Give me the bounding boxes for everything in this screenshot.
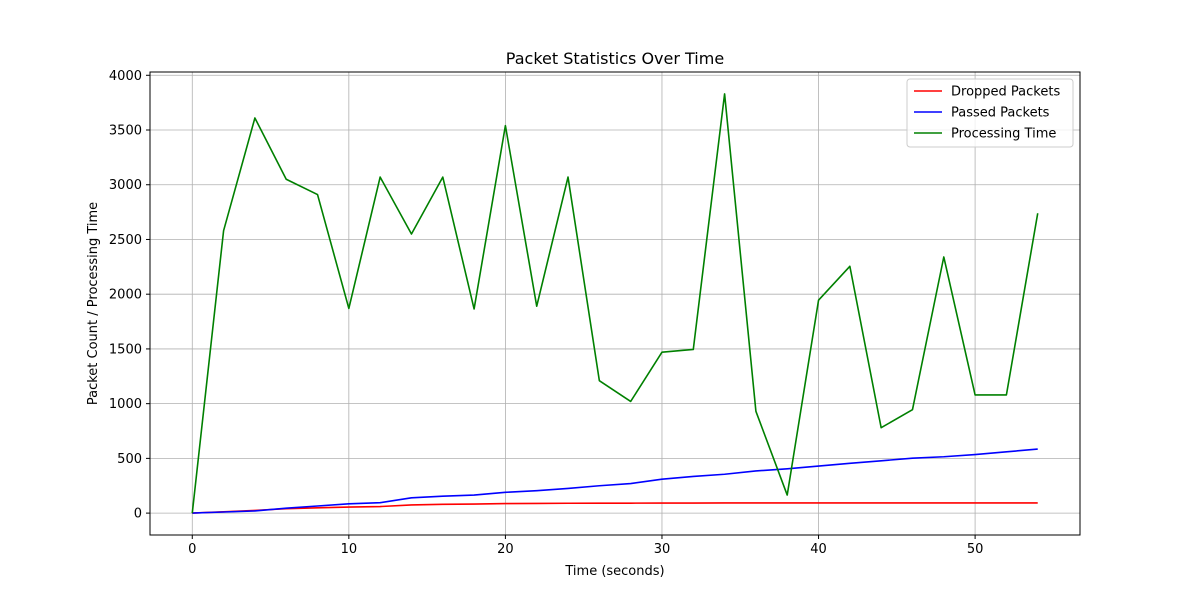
legend-box [906, 78, 1074, 148]
y-tick-label: 1500 [109, 342, 142, 357]
series-line-dropped-packets [192, 502, 1038, 514]
y-tick-label: 2000 [109, 288, 142, 303]
series-line-processing-time [191, 93, 1039, 514]
chart-title: Packet Statistics Over Time [506, 49, 724, 68]
x-axis-ticks: 0 10 20 30 40 50 [188, 535, 983, 557]
x-tick-label: 30 [654, 542, 671, 557]
x-axis-label: Time (seconds) [564, 564, 664, 579]
x-tick-label: 20 [497, 542, 514, 557]
y-tick-label: 500 [117, 452, 142, 467]
y-tick-label: 1000 [109, 397, 142, 412]
x-tick-label: 10 [341, 542, 358, 557]
series-lines [191, 93, 1039, 514]
legend-label: Passed Packets [951, 106, 1050, 121]
y-tick-label: 2500 [109, 233, 142, 248]
plot-area-frame [149, 71, 1081, 536]
y-tick-label: 3500 [109, 124, 142, 139]
y-tick-label: 0 [134, 507, 142, 522]
legend-label: Processing Time [951, 127, 1056, 142]
legend: Dropped Packets Passed Packets Processing … [906, 78, 1074, 148]
legend-label: Dropped Packets [951, 85, 1060, 100]
y-axis-label: Packet Count / Processing Time [86, 202, 101, 405]
series-line-passed-packets [192, 448, 1038, 514]
x-tick-label: 50 [967, 542, 984, 557]
y-axis-ticks: 0 500 1000 1500 2000 2500 3000 3500 4000 [109, 69, 150, 522]
y-tick-label: 3000 [109, 178, 142, 193]
y-tick-label: 4000 [109, 69, 142, 84]
x-tick-label: 0 [188, 542, 196, 557]
x-tick-label: 40 [810, 542, 827, 557]
